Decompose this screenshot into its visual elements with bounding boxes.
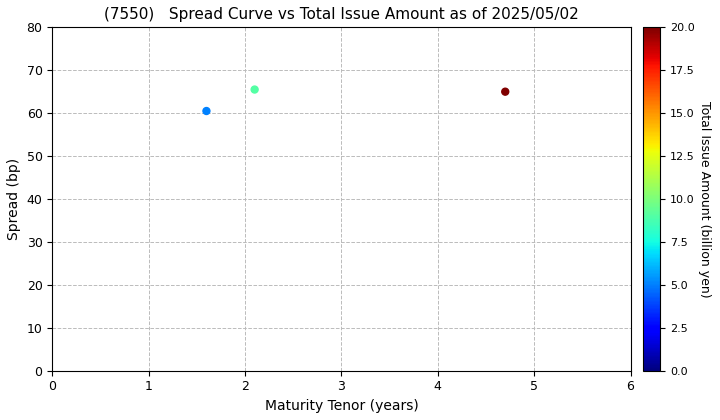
Y-axis label: Spread (bp): Spread (bp) [7, 158, 21, 240]
Point [201, 108, 212, 114]
X-axis label: Maturity Tenor (years): Maturity Tenor (years) [264, 399, 418, 413]
Y-axis label: Total Issue Amount (billion yen): Total Issue Amount (billion yen) [698, 101, 711, 297]
Title: (7550)   Spread Curve vs Total Issue Amount as of 2025/05/02: (7550) Spread Curve vs Total Issue Amoun… [104, 7, 579, 22]
Point [500, 88, 511, 95]
Point [249, 86, 261, 93]
